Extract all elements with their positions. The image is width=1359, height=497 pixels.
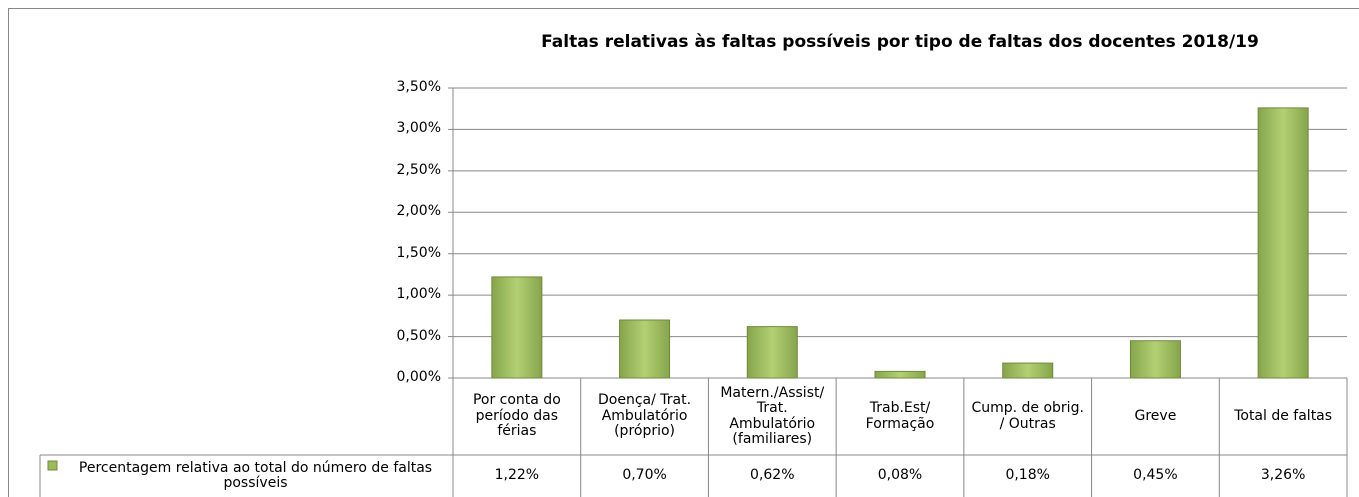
y-tick-label: 2,00%	[396, 203, 441, 220]
value-label: 0,70%	[622, 467, 667, 484]
value-label: 0,62%	[750, 467, 795, 484]
y-tick-label: 0,50%	[396, 327, 441, 344]
bar	[1002, 362, 1054, 379]
value-label: 0,45%	[1133, 467, 1178, 484]
x-tick-label: Trab.Est/ Formação	[865, 400, 935, 432]
bar	[874, 370, 926, 379]
bar	[746, 326, 798, 379]
x-tick-label: Total de faltas	[1234, 407, 1333, 424]
y-tick-label: 1,50%	[396, 244, 441, 261]
y-tick-label: 0,00%	[396, 369, 441, 385]
y-tick-label: 3,50%	[396, 79, 441, 95]
value-label: 1,22%	[494, 467, 540, 484]
x-tick-label: Greve	[1134, 407, 1177, 424]
value-label: 0,18%	[1005, 467, 1050, 484]
x-tick-label: Matern./Assist/ Trat. Ambulatório (famil…	[720, 384, 825, 447]
chart-title: Faltas relativas às faltas possíveis por…	[541, 32, 1259, 52]
y-tick-label: 3,00%	[396, 120, 441, 137]
x-tick-label: Doença/ Trat. Ambulatório (próprio)	[598, 392, 692, 440]
frame	[8, 8, 1359, 497]
bar	[491, 276, 543, 379]
bar	[1257, 107, 1309, 379]
x-tick-label: Por conta do período das férias	[472, 392, 561, 440]
y-tick-label: 2,50%	[396, 161, 441, 178]
value-label: 0,08%	[877, 467, 923, 484]
bar	[619, 319, 671, 379]
bar	[1129, 340, 1181, 379]
legend-swatch	[47, 460, 58, 471]
legend-label: Percentagem relativa ao total do número …	[78, 459, 433, 491]
y-tick-label: 1,00%	[396, 286, 441, 303]
x-tick-label: Cump. de obrig. / Outras	[971, 400, 1084, 432]
value-label: 3,26%	[1260, 467, 1306, 484]
